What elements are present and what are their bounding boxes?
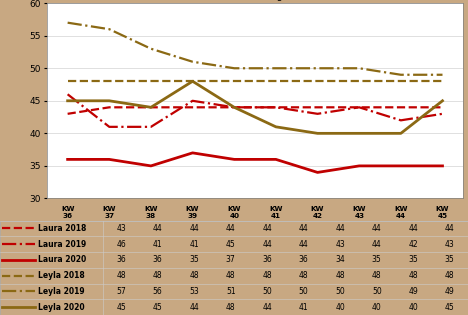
Text: 48: 48 (226, 303, 235, 312)
Text: 44: 44 (372, 240, 381, 249)
Text: 36: 36 (263, 255, 272, 264)
Text: 44: 44 (372, 224, 381, 233)
Text: 46: 46 (117, 240, 126, 249)
Text: KW
37: KW 37 (102, 206, 116, 219)
Text: 48: 48 (190, 271, 199, 280)
Text: 45: 45 (153, 303, 162, 312)
Text: KW
39: KW 39 (186, 206, 199, 219)
Text: 44: 44 (263, 240, 272, 249)
Title: Durchschnittspreise von deutschen Speisekartoffeln
in €/100 kg: Durchschnittspreise von deutschen Speise… (127, 0, 383, 1)
Text: 51: 51 (226, 287, 235, 296)
Text: KW
43: KW 43 (352, 206, 366, 219)
Text: 45: 45 (226, 240, 235, 249)
Text: 50: 50 (263, 287, 272, 296)
Text: 50: 50 (372, 287, 381, 296)
Text: KW
36: KW 36 (61, 206, 74, 219)
Text: 43: 43 (336, 240, 345, 249)
Text: 49: 49 (409, 287, 418, 296)
Text: 42: 42 (409, 240, 418, 249)
Text: Leyla 2020: Leyla 2020 (38, 303, 85, 312)
Text: 57: 57 (117, 287, 126, 296)
Text: 44: 44 (299, 240, 308, 249)
Text: 50: 50 (299, 287, 308, 296)
Text: 56: 56 (153, 287, 162, 296)
Text: KW
38: KW 38 (144, 206, 158, 219)
Text: 44: 44 (409, 224, 418, 233)
Text: 41: 41 (299, 303, 308, 312)
Text: 44: 44 (263, 224, 272, 233)
Text: 35: 35 (372, 255, 381, 264)
Text: KW
41: KW 41 (269, 206, 283, 219)
Text: KW
40: KW 40 (227, 206, 241, 219)
Text: Leyla 2019: Leyla 2019 (38, 287, 85, 296)
Text: 41: 41 (153, 240, 162, 249)
Text: 45: 45 (117, 303, 126, 312)
Text: 44: 44 (190, 303, 199, 312)
Text: 48: 48 (299, 271, 308, 280)
Text: 43: 43 (117, 224, 126, 233)
Text: 37: 37 (226, 255, 235, 264)
Text: 44: 44 (226, 224, 235, 233)
Text: 49: 49 (445, 287, 454, 296)
Text: 44: 44 (336, 224, 345, 233)
Text: 40: 40 (336, 303, 345, 312)
Text: 48: 48 (153, 271, 162, 280)
Text: 44: 44 (299, 224, 308, 233)
Text: 43: 43 (445, 240, 454, 249)
Text: 45: 45 (445, 303, 454, 312)
Text: 35: 35 (190, 255, 199, 264)
Text: 40: 40 (409, 303, 418, 312)
Text: 36: 36 (299, 255, 308, 264)
Text: 34: 34 (336, 255, 345, 264)
Text: Laura 2020: Laura 2020 (38, 255, 87, 264)
Text: Laura 2018: Laura 2018 (38, 224, 87, 233)
Text: 44: 44 (153, 224, 162, 233)
Text: 48: 48 (226, 271, 235, 280)
Text: 48: 48 (445, 271, 454, 280)
Text: Laura 2019: Laura 2019 (38, 240, 87, 249)
Text: KW
45: KW 45 (436, 206, 449, 219)
Text: Leyla 2018: Leyla 2018 (38, 271, 85, 280)
Text: 48: 48 (372, 271, 381, 280)
Text: KW
42: KW 42 (311, 206, 324, 219)
Text: 44: 44 (190, 224, 199, 233)
Text: 50: 50 (336, 287, 345, 296)
Text: 53: 53 (190, 287, 199, 296)
Text: 35: 35 (409, 255, 418, 264)
Text: 36: 36 (117, 255, 126, 264)
Text: 40: 40 (372, 303, 381, 312)
Text: 44: 44 (263, 303, 272, 312)
Text: 35: 35 (445, 255, 454, 264)
Text: 48: 48 (409, 271, 418, 280)
Text: 44: 44 (445, 224, 454, 233)
Text: KW
44: KW 44 (394, 206, 408, 219)
Text: 41: 41 (190, 240, 199, 249)
Text: 36: 36 (153, 255, 162, 264)
Text: 48: 48 (263, 271, 272, 280)
Text: 48: 48 (336, 271, 345, 280)
Text: 48: 48 (117, 271, 126, 280)
